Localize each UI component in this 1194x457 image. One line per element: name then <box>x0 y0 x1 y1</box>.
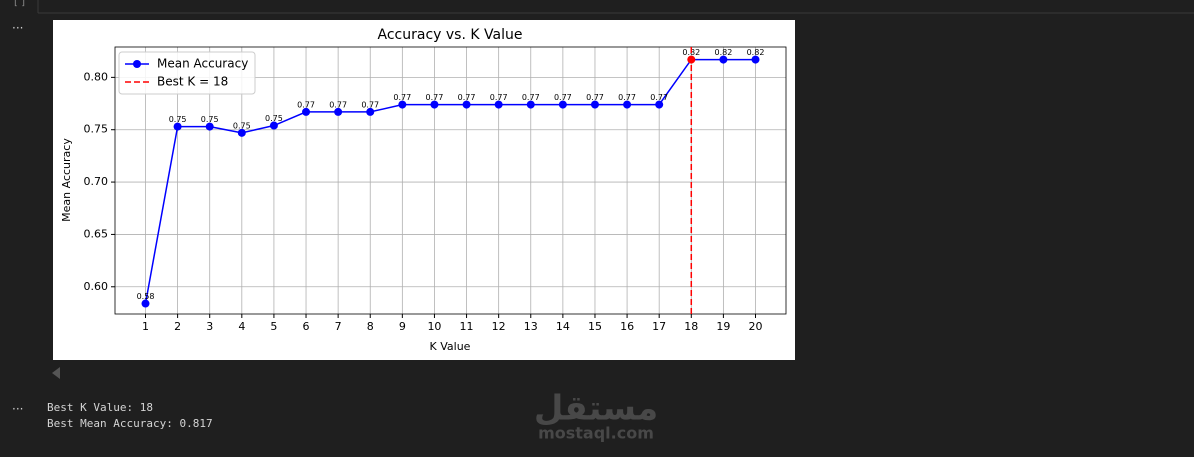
data-point <box>334 107 343 116</box>
data-label: 0.75 <box>265 114 283 123</box>
data-label: 0.77 <box>618 93 636 102</box>
x-tick-label: 20 <box>749 320 763 333</box>
y-tick-label: 0.65 <box>84 227 109 240</box>
y-axis-label: Mean Accuracy <box>60 138 73 222</box>
y-tick-label: 0.80 <box>84 70 109 83</box>
x-tick-label: 11 <box>460 320 474 333</box>
data-point <box>751 55 760 64</box>
data-point <box>398 100 407 109</box>
x-tick-label: 3 <box>206 320 213 333</box>
x-tick-label: 1 <box>142 320 149 333</box>
output-marker[interactable]: ... <box>12 18 23 32</box>
data-label: 0.75 <box>169 115 187 124</box>
x-tick-label: 4 <box>238 320 245 333</box>
x-tick-label: 19 <box>716 320 730 333</box>
data-label: 0.77 <box>426 93 444 102</box>
x-tick-label: 16 <box>620 320 634 333</box>
legend-label: Best K = 18 <box>157 75 228 89</box>
x-tick-label: 10 <box>427 320 441 333</box>
data-label: 0.77 <box>554 93 572 102</box>
x-tick-label: 5 <box>270 320 277 333</box>
data-point <box>141 299 150 308</box>
data-point <box>462 100 471 109</box>
y-tick-label: 0.70 <box>84 175 109 188</box>
data-point <box>558 100 567 109</box>
data-point <box>494 100 503 109</box>
output-line: Best K Value: 18 <box>47 401 153 414</box>
data-label: 0.77 <box>329 100 347 109</box>
x-tick-label: 18 <box>684 320 698 333</box>
watermark-logo: مستقل <box>534 389 658 429</box>
data-point <box>430 100 439 109</box>
chart-title: Accuracy vs. K Value <box>378 27 523 43</box>
x-tick-label: 7 <box>335 320 342 333</box>
y-tick-label: 0.60 <box>84 280 109 293</box>
data-point <box>302 107 311 116</box>
data-label: 0.75 <box>201 115 219 124</box>
data-label: 0.77 <box>458 93 476 102</box>
legend-label: Mean Accuracy <box>157 57 248 71</box>
data-point <box>237 128 246 137</box>
x-tick-label: 2 <box>174 320 181 333</box>
data-point <box>655 100 664 109</box>
y-tick-label: 0.75 <box>84 123 109 136</box>
data-line <box>144 58 756 304</box>
data-label: 0.75 <box>233 121 251 130</box>
data-label: 0.58 <box>137 292 155 301</box>
legend-swatch <box>133 60 141 68</box>
output-line: Best Mean Accuracy: 0.817 <box>47 417 213 430</box>
data-point <box>623 100 632 109</box>
data-point <box>526 100 535 109</box>
plot-frame <box>114 46 787 315</box>
data-point <box>590 100 599 109</box>
x-tick-label: 6 <box>303 320 310 333</box>
data-label: 0.77 <box>586 93 604 102</box>
x-tick-label: 12 <box>492 320 506 333</box>
x-axis-label: K Value <box>430 340 471 353</box>
chart: Accuracy vs. K Value K Value Mean Accura… <box>60 27 787 353</box>
data-label: 0.82 <box>747 48 765 57</box>
data-label: 0.77 <box>490 93 508 102</box>
data-label: 0.82 <box>714 48 732 57</box>
x-tick-label: 8 <box>367 320 374 333</box>
watermark-site: mostaql.com <box>538 424 654 443</box>
output-marker[interactable]: ... <box>12 399 23 413</box>
legend-box <box>118 51 256 95</box>
data-point <box>719 55 728 64</box>
x-tick-label: 14 <box>556 320 570 333</box>
x-tick-label: 15 <box>588 320 602 333</box>
data-label: 0.77 <box>361 100 379 109</box>
data-point <box>366 107 375 116</box>
data-label: 0.77 <box>393 93 411 102</box>
scroll-arrow[interactable] <box>52 367 60 379</box>
data-label: 0.77 <box>297 100 315 109</box>
x-tick-label: 13 <box>524 320 538 333</box>
x-tick-label: 9 <box>399 320 406 333</box>
data-point <box>173 122 182 131</box>
data-label: 0.77 <box>650 93 668 102</box>
data-point <box>269 121 278 130</box>
cell-prompt: [ ] <box>14 0 25 8</box>
data-point <box>205 122 214 131</box>
x-tick-label: 17 <box>652 320 666 333</box>
data-label: 0.77 <box>522 93 540 102</box>
